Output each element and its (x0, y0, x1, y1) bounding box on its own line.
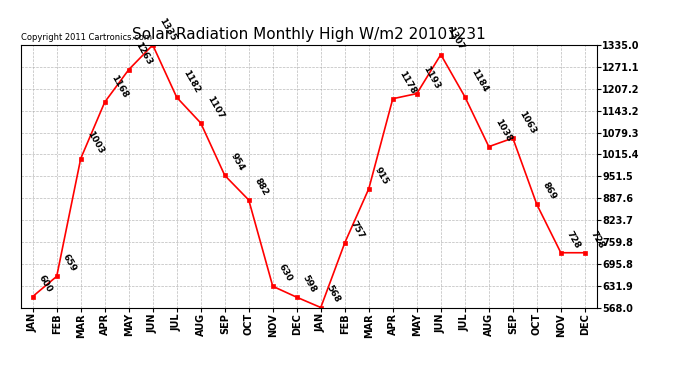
Text: 1307: 1307 (445, 26, 465, 52)
Text: 1193: 1193 (421, 64, 442, 91)
Text: 1335: 1335 (157, 16, 177, 42)
Text: 728: 728 (565, 229, 582, 250)
Title: Solar Radiation Monthly High W/m2 20101231: Solar Radiation Monthly High W/m2 201012… (132, 27, 486, 42)
Text: 600: 600 (37, 273, 54, 294)
Text: 954: 954 (229, 152, 246, 172)
Text: 659: 659 (61, 253, 78, 274)
Text: 1168: 1168 (109, 73, 129, 99)
Text: 869: 869 (541, 181, 558, 202)
Text: 1182: 1182 (181, 68, 201, 94)
Text: 1184: 1184 (469, 68, 489, 94)
Text: 568: 568 (325, 284, 342, 305)
Text: 915: 915 (373, 165, 390, 186)
Text: 1003: 1003 (85, 130, 105, 156)
Text: 630: 630 (277, 263, 294, 284)
Text: 757: 757 (349, 219, 366, 240)
Text: 1178: 1178 (397, 70, 417, 96)
Text: 1038: 1038 (493, 118, 513, 144)
Text: 728: 728 (589, 229, 607, 250)
Text: 1263: 1263 (133, 41, 153, 67)
Text: 882: 882 (253, 177, 270, 197)
Text: 1063: 1063 (517, 109, 538, 135)
Text: Copyright 2011 Cartronics.com: Copyright 2011 Cartronics.com (21, 33, 152, 42)
Text: 1107: 1107 (205, 94, 225, 120)
Text: 598: 598 (301, 274, 318, 294)
